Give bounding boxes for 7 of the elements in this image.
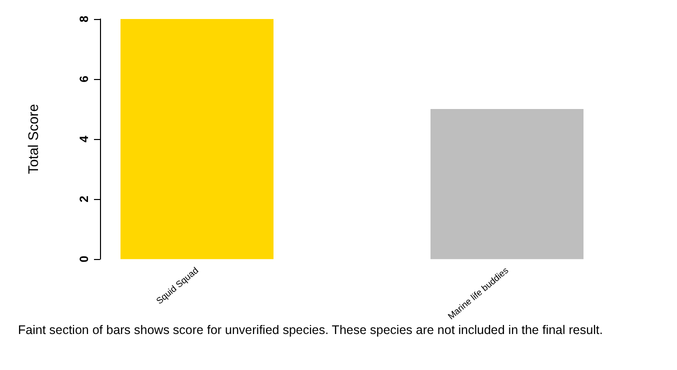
y-tick-label: 8 (77, 15, 91, 22)
y-tick-label: 6 (77, 75, 91, 82)
y-axis-title: Total Score (25, 104, 41, 174)
text: Faint section of bars shows score for unverified species. These species are not included in the final result. (18, 323, 604, 338)
y-tick-label: 0 (77, 255, 91, 262)
y-tick-label: 4 (77, 135, 91, 142)
y-tick-label: 2 (77, 195, 91, 202)
